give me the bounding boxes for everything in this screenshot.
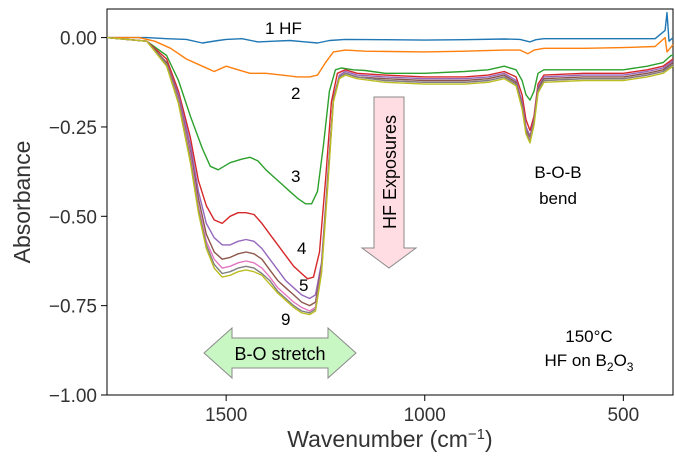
label-curve-1: 1 HF — [265, 19, 302, 38]
label-curve-2: 2 — [291, 84, 300, 103]
exposure-arrow — [360, 96, 418, 269]
label-curve-4: 4 — [297, 239, 306, 258]
y-tick-label: −0.75 — [49, 297, 97, 318]
y-tick-label: −1.00 — [49, 386, 97, 407]
stretch-arrow-label: B-O stretch — [234, 344, 325, 364]
series-line-9 — [106, 36, 674, 316]
bob-label-line2: bend — [539, 189, 577, 208]
x-tick-label: 1500 — [205, 405, 247, 426]
y-tick-label: 0.00 — [60, 29, 97, 50]
plot-frame — [106, 8, 674, 396]
series-line-4 — [106, 36, 674, 280]
series-line-1 — [107, 11, 674, 44]
y-tick-label: −0.50 — [49, 207, 97, 228]
y-axis-title: Absorbance — [9, 141, 35, 264]
x-axis: 1500 1000 500 — [205, 395, 639, 426]
y-axis: 0.00 −0.25 −0.50 −0.75 −1.00 — [49, 29, 107, 407]
series-line-3 — [106, 36, 673, 205]
series-line-2 — [107, 36, 674, 78]
condition-temp: 150°C — [565, 327, 612, 346]
condition-material: HF on B2O3 — [545, 351, 634, 374]
exposure-arrow-label: HF Exposures — [380, 115, 400, 229]
x-tick-label: 1000 — [404, 405, 446, 426]
x-axis-title: Wavenumber (cm−1) — [287, 426, 492, 452]
x-tick-label: 500 — [607, 405, 639, 426]
label-curve-3: 3 — [291, 167, 300, 186]
bob-label-line1: B-O-B — [534, 163, 581, 182]
y-tick-label: −0.25 — [49, 118, 97, 139]
label-curve-9: 9 — [281, 310, 290, 329]
stretch-arrow — [203, 326, 357, 380]
label-curve-5: 5 — [299, 276, 308, 295]
series-group — [106, 11, 674, 316]
